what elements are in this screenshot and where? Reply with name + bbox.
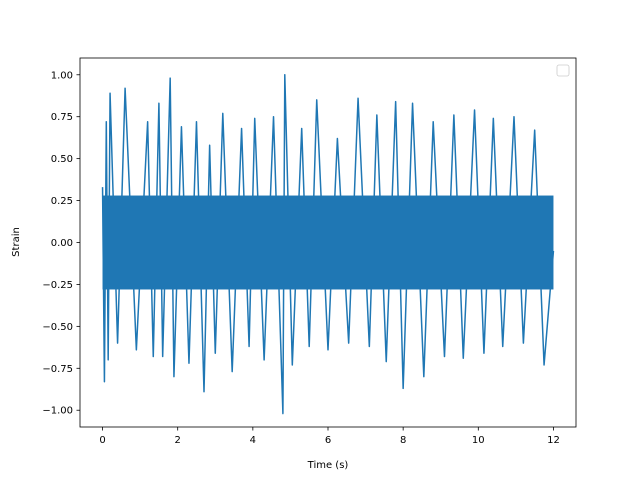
x-tick-label: 6 [325,435,331,446]
y-tick-label: −0.75 [42,364,73,375]
x-tick-label: 2 [175,435,181,446]
y-tick-label: 0.00 [51,238,73,249]
x-axis-ticks: 0 2 4 6 8 10 12 [99,427,560,446]
x-tick-label: 0 [99,435,105,446]
y-tick-label: −0.25 [42,280,73,291]
y-tick-label: −0.50 [42,322,73,333]
y-tick-label: 0.25 [51,196,73,207]
x-axis-label: Time (s) [307,460,349,471]
y-tick-label: 1.00 [51,70,73,81]
y-tick-label: −1.00 [42,406,73,417]
strain-series [101,74,555,415]
x-tick-label: 4 [250,435,256,446]
y-tick-label: 0.75 [51,112,73,123]
series-band-0 [102,195,554,290]
y-axis-label: Strain [11,227,22,257]
x-tick-label: 12 [547,435,560,446]
legend-box [556,64,570,77]
x-tick-label: 8 [400,435,406,446]
y-tick-label: 0.50 [51,154,73,165]
y-axis-ticks: −1.00 −0.75 −0.50 −0.25 0.00 0.25 0.50 0.75 1.00 [42,70,80,417]
x-tick-label: 10 [472,435,485,446]
